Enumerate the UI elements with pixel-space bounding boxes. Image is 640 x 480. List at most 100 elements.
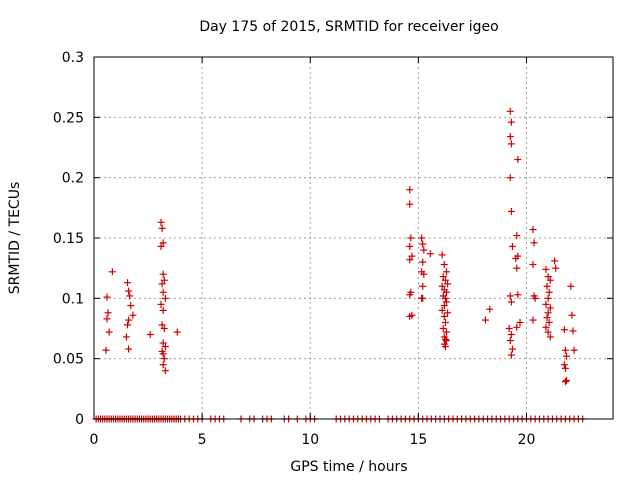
data-point [513,264,521,272]
data-point [159,361,167,369]
data-point [159,306,167,314]
data-point [568,311,576,319]
x-tick-label: 10 [301,432,319,448]
y-tick-label: 0.25 [53,110,84,126]
data-point [481,316,489,324]
data-point [441,276,449,284]
data-point [158,280,166,288]
axis-ticks [93,56,613,420]
grid-lines [94,57,613,419]
data-point [561,378,569,386]
data-point [542,300,550,308]
x-axis-label: GPS time / hours [290,459,407,475]
data-point [530,239,538,247]
x-tick-labels: 0 5 10 15 20 [90,432,536,448]
data-point [125,287,133,295]
data-point [507,140,515,148]
data-point [439,273,447,281]
data-point [444,280,452,288]
data-point [419,294,427,302]
data-point [407,234,415,242]
data-point [544,328,552,336]
y-axis-label: SRMTID / TECUs [7,182,23,295]
data-point [486,305,494,313]
data-point [552,264,560,272]
y-tick-labels: 0 0.05 0.1 0.15 0.2 0.25 0.3 [53,50,84,428]
data-point [105,328,113,336]
data-point [529,226,537,234]
data-point [160,276,168,284]
data-point [507,118,515,126]
data-point [108,268,116,276]
data-point [545,318,553,326]
data-point [508,345,516,353]
data-point [561,364,569,372]
data-point [442,268,450,276]
data-point [122,333,130,341]
data-point [567,282,575,290]
data-point [513,232,521,240]
data-point [543,282,551,290]
data-point [570,346,578,354]
data-point [531,294,539,302]
data-point [160,325,168,332]
data-point [440,261,448,269]
data-point [444,309,452,317]
data-point [157,218,165,226]
data-point [544,273,552,281]
data-point [529,316,537,324]
data-point [514,156,522,164]
data-point [160,355,168,363]
data-point [157,300,165,308]
data-point [159,288,167,296]
data-point [560,326,568,334]
data-point [406,186,414,194]
data-point [438,251,446,259]
data-point [563,376,571,384]
data-points [92,107,587,423]
data-point [506,292,514,300]
data-point [124,321,132,329]
data-point [408,252,416,260]
data-point [161,294,169,302]
data-point [102,346,110,354]
data-point [159,350,167,358]
data-point [513,323,521,331]
data-point [442,298,450,306]
data-point [440,302,448,310]
data-point [441,318,449,326]
data-point [439,325,447,332]
data-point [442,328,450,336]
data-point [124,279,132,287]
data-point [419,240,427,248]
data-point [161,367,169,375]
data-point [551,257,559,265]
data-point [158,224,166,232]
data-point [438,306,446,314]
data-point [420,270,428,278]
data-point [507,298,515,306]
data-point [546,333,554,341]
y-tick-label: 0.2 [62,171,84,187]
data-point [418,234,426,242]
y-tick-label: 0.05 [53,352,84,368]
data-point [542,323,550,331]
data-point [507,351,515,359]
data-point [544,294,552,302]
data-point [507,331,515,339]
data-point [126,292,134,300]
data-point [441,335,449,343]
data-point [512,255,520,263]
data-point [546,304,554,312]
data-point [125,345,133,353]
data-point [441,343,449,351]
data-point [420,246,428,254]
data-point [529,261,537,269]
data-point [442,337,450,345]
data-point [103,293,111,301]
data-point [161,343,169,351]
data-point [506,133,514,141]
data-point [406,312,414,320]
data-point [514,291,522,299]
